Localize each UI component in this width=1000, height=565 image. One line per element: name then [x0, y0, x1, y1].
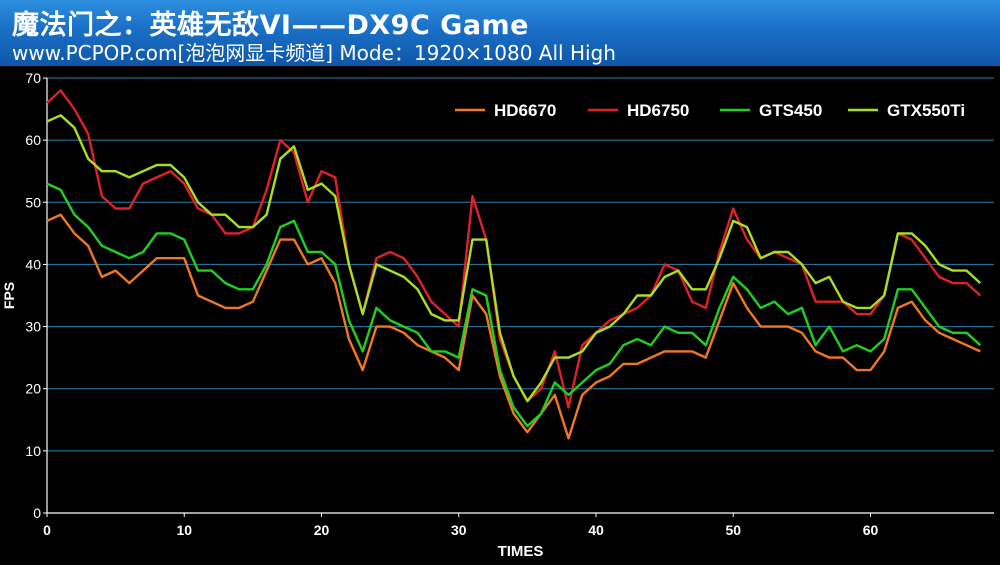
y-tick-label: 60	[25, 132, 41, 148]
y-tick-label: 50	[25, 194, 41, 210]
x-tick-label: 10	[176, 522, 192, 538]
fps-line-chart: 0 10 20 30 40 50 60 70 0 10 20 30 40 50 60 TIMES FPS HD6…	[1, 70, 994, 560]
y-tick-label: 70	[25, 70, 41, 86]
y-tick-label: 10	[25, 443, 41, 459]
x-tick-label: 40	[588, 522, 604, 538]
legend-label-gtx550ti: GTX550Ti	[887, 101, 965, 120]
series-lines	[46, 89, 982, 440]
y-tick-label: 40	[25, 256, 41, 272]
legend-label-hd6750: HD6750	[627, 101, 689, 120]
x-tick-label: 50	[725, 522, 741, 538]
x-tick-label: 0	[43, 522, 51, 538]
legend: HD6670 HD6750 GTS450 GTX550Ti	[455, 101, 965, 120]
legend-label-hd6670: HD6670	[494, 101, 556, 120]
x-tick-label: 30	[451, 522, 467, 538]
x-tick-label: 60	[863, 522, 879, 538]
series-line-gts450	[46, 182, 982, 428]
x-tick-label: 20	[314, 522, 330, 538]
x-axis-title: TIMES	[498, 543, 544, 560]
y-tick-label: 20	[25, 381, 41, 397]
legend-label-gts450: GTS450	[759, 101, 822, 120]
header-banner: 魔法门之：英雄无敌VI——DX9C Game www.PCPOP.com[泡泡网…	[0, 0, 1000, 66]
y-tick-label: 30	[25, 319, 41, 335]
page-title: 魔法门之：英雄无敌VI——DX9C Game	[12, 10, 529, 41]
series-line-hd6670	[46, 213, 981, 440]
grid-lines	[47, 77, 994, 452]
series-line-hd6750	[46, 89, 982, 409]
page-subtitle: www.PCPOP.com[泡泡网显卡频道] Mode：1920×1080 Al…	[12, 41, 616, 65]
axes: 0 10 20 30 40 50 60 70 0 10 20 30 40 50 60 TIMES FPS	[1, 70, 994, 560]
chart-area: 0 10 20 30 40 50 60 70 0 10 20 30 40 50 60 TIMES FPS HD6…	[0, 66, 1000, 561]
series-line-gtx550ti	[46, 114, 982, 403]
y-tick-label: 0	[33, 505, 41, 521]
y-axis-title: FPS	[1, 282, 17, 309]
